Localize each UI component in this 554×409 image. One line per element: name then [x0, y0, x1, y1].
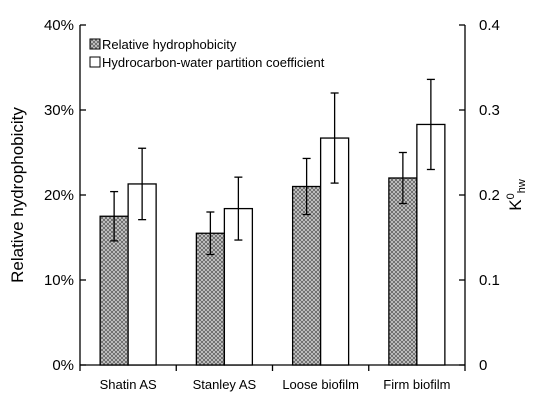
hydrophobicity-bar — [388, 177, 418, 366]
bar-series-group — [99, 123, 446, 366]
right-tick-label: 0 — [479, 357, 487, 374]
right-axis-label: K0hw — [505, 179, 528, 211]
legend: Relative hydrophobicity Hydrocarbon-wate… — [89, 37, 325, 70]
right-y-axis: 0 0.1 0.2 0.3 0.4 — [459, 17, 500, 374]
left-tick-label: 20% — [44, 187, 74, 204]
legend-swatch-relative-hydrophobicity — [89, 38, 101, 50]
error-bar-group — [110, 78, 435, 256]
category-label: Shatin AS — [100, 377, 157, 392]
legend-label-relative-hydrophobicity: Relative hydrophobicity — [102, 37, 237, 52]
category-label: Stanley AS — [193, 377, 257, 392]
right-tick-label: 0.4 — [479, 17, 500, 34]
left-y-axis: 0% 10% 20% 30% 40% — [44, 17, 86, 374]
category-label: Loose biofilm — [282, 377, 359, 392]
x-axis: Shatin AS Stanley AS Loose biofilm Firm bio… — [79, 364, 466, 392]
legend-swatch-partition-coefficient — [89, 56, 101, 68]
right-tick-label: 0.1 — [479, 272, 500, 289]
left-tick-label: 0% — [52, 357, 74, 374]
category-label: Firm biofilm — [383, 377, 450, 392]
right-tick-label: 0.3 — [479, 102, 500, 119]
svg-text:K0hw: K0hw — [505, 179, 528, 211]
left-axis-label: Relative hydrophobicity — [8, 107, 27, 283]
left-tick-label: 40% — [44, 17, 74, 34]
left-tick-label: 30% — [44, 102, 74, 119]
right-tick-label: 0.2 — [479, 187, 500, 204]
left-tick-label: 10% — [44, 272, 74, 289]
legend-label-partition-coefficient: Hydrocarbon-water partition coefficient — [102, 55, 325, 70]
